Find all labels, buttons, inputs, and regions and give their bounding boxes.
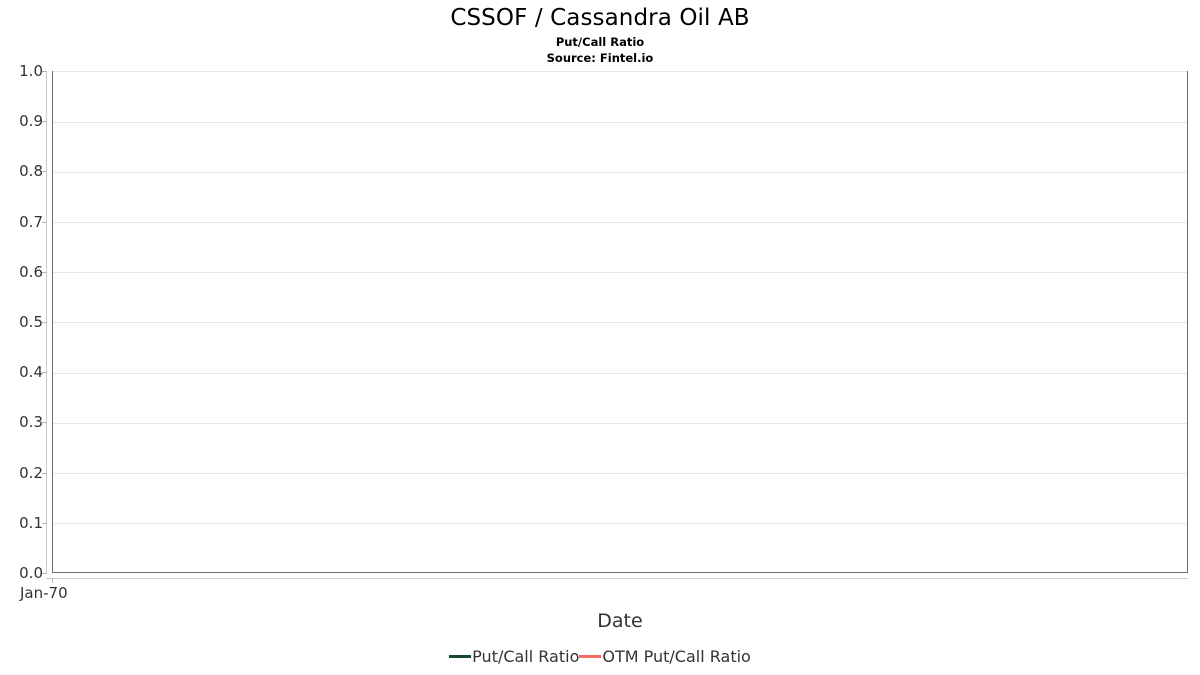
chart-title-block: CSSOF / Cassandra Oil AB Put/Call Ratio … [0, 4, 1200, 66]
plot-data-surface [53, 72, 1187, 572]
y-axis-tick-mark [42, 171, 47, 172]
x-axis-spine [46, 578, 1188, 579]
y-axis-tick-mark [42, 523, 47, 524]
y-axis-tick-label: 1.0 [19, 62, 43, 80]
y-axis-tick-label: 0.0 [19, 564, 43, 582]
chart-subtitle: Put/Call Ratio [555, 35, 645, 49]
y-axis-tick-mark [42, 372, 47, 373]
y-axis-tick-mark [42, 222, 47, 223]
gridline [53, 121, 1187, 123]
y-axis-tick-label: 0.2 [19, 463, 43, 482]
gridline [53, 372, 1187, 374]
legend-item-label: Put/Call Ratio [472, 647, 580, 666]
x-axis-tick-label: Jan-70 [20, 584, 68, 602]
gridline [53, 171, 1187, 173]
y-axis-tick-label: 0.7 [19, 212, 43, 231]
y-axis-tick-mark [42, 272, 47, 273]
x-axis-title: Date [597, 610, 643, 632]
plot-area [52, 71, 1188, 573]
gridline [53, 272, 1187, 274]
y-axis-tick-label: 0.5 [19, 313, 43, 331]
gridline [53, 523, 1187, 525]
legend-item[interactable]: OTM Put/Call Ratio [579, 647, 751, 666]
y-axis-tick-label: 0.8 [19, 162, 43, 181]
gridline [53, 71, 1187, 73]
y-axis-tick-label: 0.6 [19, 262, 43, 281]
line-swatch-icon [449, 655, 472, 658]
gridlines [53, 71, 1187, 572]
gridline [53, 422, 1187, 424]
y-axis-tick-mark [42, 71, 47, 72]
y-axis-tick-label: 0.3 [19, 413, 43, 432]
gridline [53, 472, 1187, 474]
y-axis-tick-mark [42, 322, 47, 323]
y-axis-tick-label: 0.9 [19, 112, 43, 131]
page-title: CSSOF / Cassandra Oil AB [450, 5, 750, 31]
y-axis-tick-label: 0.1 [19, 513, 43, 532]
chart-source-label: Source: Fintel.io [546, 51, 654, 65]
x-axis-tick-mark [52, 578, 53, 583]
y-axis-tick-mark [42, 573, 47, 574]
gridline [53, 221, 1187, 223]
y-axis-tick-mark [42, 473, 47, 474]
legend-item-label: OTM Put/Call Ratio [602, 647, 751, 666]
chart-legend: Put/Call Ratio OTM Put/Call Ratio [0, 647, 1200, 666]
legend-item[interactable]: Put/Call Ratio [449, 647, 579, 666]
y-axis-tick-label: 0.4 [19, 363, 43, 382]
y-axis-tick-mark [42, 121, 47, 122]
line-swatch-icon [579, 655, 602, 658]
y-axis-tick-mark [42, 422, 47, 423]
gridline [53, 322, 1187, 324]
